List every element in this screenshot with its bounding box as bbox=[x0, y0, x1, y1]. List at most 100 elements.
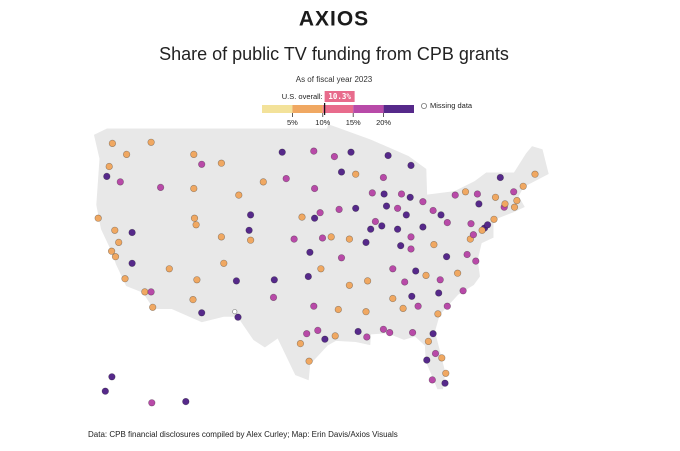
station-dot bbox=[475, 200, 483, 208]
legend-tick-label: 15% bbox=[346, 118, 361, 127]
station-dot bbox=[149, 303, 157, 311]
station-dot bbox=[108, 373, 116, 381]
station-dot bbox=[305, 357, 313, 365]
station-dot bbox=[347, 148, 355, 156]
station-dot bbox=[430, 241, 438, 249]
station-dot bbox=[105, 162, 113, 171]
station-dot bbox=[408, 292, 416, 300]
station-dot bbox=[422, 271, 430, 280]
station-dot bbox=[384, 151, 392, 160]
station-dot bbox=[436, 276, 444, 284]
station-dot bbox=[217, 233, 225, 241]
station-dot bbox=[141, 288, 149, 296]
station-dot bbox=[367, 225, 375, 233]
station-dot bbox=[412, 267, 420, 275]
station-dot bbox=[304, 272, 312, 281]
overall-box bbox=[324, 91, 355, 102]
station-dot bbox=[190, 184, 198, 193]
station-dot bbox=[192, 221, 200, 229]
station-dot bbox=[531, 170, 539, 178]
station-dot bbox=[478, 226, 486, 234]
legend: 5% 10% 15% 20% U.S. overall: 10.3% Missing dat… bbox=[262, 91, 473, 127]
station-dot bbox=[148, 399, 156, 407]
station-dot bbox=[115, 238, 123, 246]
station-dot bbox=[245, 226, 253, 234]
legend-swatch bbox=[292, 105, 323, 113]
station-dot bbox=[419, 223, 427, 231]
station-dot bbox=[379, 173, 388, 182]
station-dot bbox=[165, 265, 173, 273]
station-dot bbox=[473, 190, 482, 198]
station-dot bbox=[434, 310, 442, 318]
station-dot bbox=[352, 170, 360, 178]
station-dot bbox=[363, 333, 371, 341]
station-dot bbox=[121, 275, 129, 283]
station-dot bbox=[428, 376, 436, 384]
station-dot bbox=[386, 329, 394, 337]
station-dot bbox=[354, 327, 362, 336]
station-dot bbox=[147, 138, 155, 146]
station-dot bbox=[182, 398, 190, 406]
station-dot bbox=[443, 302, 451, 310]
overall-label: U.S. overall: bbox=[282, 92, 323, 101]
station-dot bbox=[490, 215, 498, 223]
legend-swatch bbox=[262, 105, 293, 113]
station-dot bbox=[352, 204, 360, 212]
station-dot bbox=[394, 225, 402, 233]
station-dot bbox=[362, 238, 370, 246]
us-map bbox=[92, 122, 550, 391]
station-dot bbox=[337, 168, 346, 176]
overall-value: 10.3% bbox=[328, 92, 351, 101]
station-dot bbox=[345, 281, 354, 289]
station-dot bbox=[461, 188, 470, 196]
station-dot bbox=[311, 214, 319, 222]
station-dot bbox=[247, 211, 255, 219]
station-dot bbox=[107, 247, 116, 255]
station-dot bbox=[454, 269, 462, 277]
station-dot bbox=[429, 330, 437, 338]
station-dot bbox=[407, 161, 415, 169]
station-dot bbox=[321, 335, 329, 343]
station-dot bbox=[394, 204, 402, 212]
station-dot bbox=[484, 221, 492, 229]
station-dot bbox=[469, 231, 478, 239]
station-dot bbox=[467, 220, 475, 228]
station-dot bbox=[298, 213, 306, 221]
station-dot bbox=[423, 356, 431, 364]
station-dot bbox=[362, 308, 370, 316]
legend-swatch bbox=[322, 105, 354, 113]
station-dot bbox=[409, 329, 417, 337]
station-dot bbox=[306, 248, 314, 256]
station-dot bbox=[371, 217, 380, 226]
station-dot bbox=[401, 278, 409, 286]
station-dot bbox=[419, 198, 427, 206]
station-dot bbox=[318, 234, 327, 242]
station-dot bbox=[269, 293, 278, 302]
station-dot bbox=[128, 259, 136, 267]
station-dot bbox=[116, 178, 124, 186]
station-dot bbox=[330, 153, 339, 161]
station-dot bbox=[247, 236, 255, 244]
station-dot bbox=[378, 222, 386, 230]
station-dot bbox=[327, 233, 335, 241]
legend-tick-label: 20% bbox=[376, 118, 391, 127]
station-dot bbox=[101, 387, 109, 395]
station-dot bbox=[345, 235, 354, 243]
station-dot bbox=[235, 191, 243, 199]
station-dot bbox=[496, 173, 504, 182]
station-dot bbox=[316, 209, 324, 217]
station-dot bbox=[510, 203, 519, 211]
station-dot bbox=[389, 265, 397, 273]
station-dot bbox=[443, 219, 451, 227]
station-dot bbox=[190, 214, 199, 222]
station-dot bbox=[513, 197, 521, 205]
station-dot bbox=[108, 139, 116, 147]
station-dot bbox=[232, 309, 238, 315]
station-dot bbox=[491, 193, 500, 201]
station-dot bbox=[429, 206, 437, 215]
station-dot bbox=[198, 160, 206, 168]
station-dot bbox=[147, 288, 155, 296]
station-dot bbox=[317, 265, 325, 273]
station-dot bbox=[334, 305, 342, 314]
